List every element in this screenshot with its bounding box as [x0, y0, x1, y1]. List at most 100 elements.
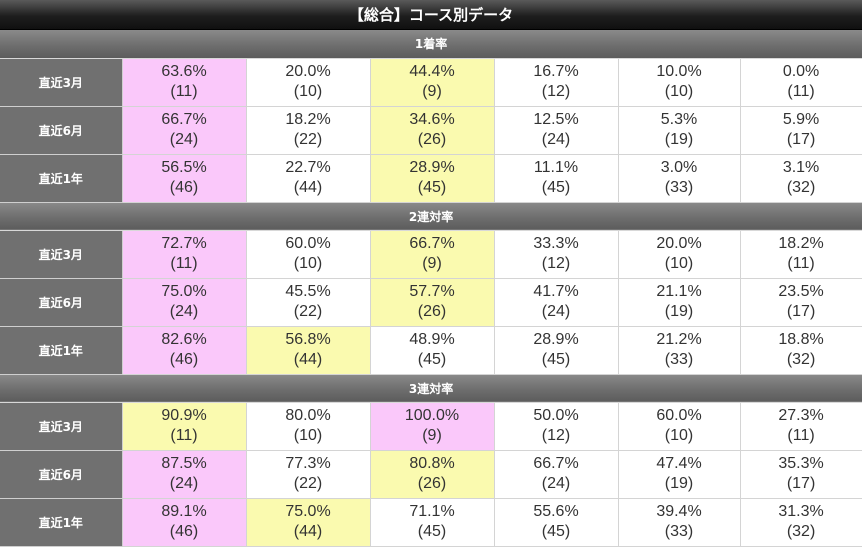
race-count: (26) [417, 303, 447, 320]
rate-value: 63.6% [161, 63, 207, 80]
course-2-cell: 22.7% (44) [246, 154, 371, 203]
rate-value: 75.0% [285, 503, 331, 520]
rate-value: 47.4% [656, 455, 702, 472]
course-6-cell: 0.0% (11) [740, 58, 862, 107]
course-1-cell: 89.1% (46) [122, 498, 247, 547]
rate-value: 3.0% [660, 159, 698, 176]
section-header: 3連対率 [0, 374, 862, 403]
rate-value: 28.9% [409, 159, 455, 176]
course-4-cell: 16.7% (12) [494, 58, 619, 107]
rate-value: 80.0% [285, 407, 331, 424]
section-header-row: 3連対率 [0, 374, 862, 403]
race-count: (17) [786, 131, 816, 148]
race-count: (10) [293, 83, 323, 100]
rate-value: 48.9% [409, 331, 455, 348]
race-count: (11) [787, 255, 815, 272]
course-1-cell: 56.5% (46) [122, 154, 247, 203]
table-row: 直近1年 56.5% (46) 22.7% (44) 28.9% (45) 11.1% (45)… [0, 154, 862, 203]
race-count: (45) [417, 523, 447, 540]
rate-value: 16.7% [533, 63, 579, 80]
table-row: 直近1年 82.6% (46) 56.8% (44) 48.9% (45) 28.9% (45)… [0, 326, 862, 375]
section-header: 2連対率 [0, 202, 862, 231]
race-count: (22) [293, 303, 323, 320]
course-4-cell: 28.9% (45) [494, 326, 619, 375]
race-count: (46) [169, 179, 199, 196]
race-count: (9) [422, 83, 442, 100]
race-count: (32) [786, 523, 816, 540]
rate-value: 20.0% [656, 235, 702, 252]
course-5-cell: 39.4% (33) [618, 498, 741, 547]
period-label: 直近1年 [0, 326, 123, 375]
race-count: (33) [664, 179, 694, 196]
rate-value: 50.0% [533, 407, 579, 424]
period-label: 直近6月 [0, 106, 123, 155]
race-count: (44) [293, 523, 323, 540]
course-2-cell: 18.2% (22) [246, 106, 371, 155]
rate-value: 5.9% [782, 111, 820, 128]
course-3-cell: 57.7% (26) [370, 278, 495, 327]
rate-value: 90.9% [161, 407, 207, 424]
rate-value: 0.0% [782, 63, 820, 80]
period-label: 直近1年 [0, 154, 123, 203]
rate-value: 27.3% [778, 407, 824, 424]
race-count: (45) [541, 523, 571, 540]
race-count: (24) [169, 303, 199, 320]
race-count: (22) [293, 131, 323, 148]
course-6-cell: 5.9% (17) [740, 106, 862, 155]
course-2-cell: 60.0% (10) [246, 230, 371, 279]
course-2-cell: 20.0% (10) [246, 58, 371, 107]
race-count: (11) [787, 83, 815, 100]
course-3-cell: 80.8% (26) [370, 450, 495, 499]
period-label: 直近6月 [0, 450, 123, 499]
rate-value: 28.9% [533, 331, 579, 348]
course-4-cell: 12.5% (24) [494, 106, 619, 155]
rate-value: 66.7% [533, 455, 579, 472]
period-label: 直近3月 [0, 402, 123, 451]
rate-value: 66.7% [161, 111, 207, 128]
race-count: (19) [664, 475, 694, 492]
table-row: 直近3月 63.6% (11) 20.0% (10) 44.4% (9) 16.7% (12) 1… [0, 58, 862, 107]
course-3-cell: 100.0% (9) [370, 402, 495, 451]
rate-value: 39.4% [656, 503, 702, 520]
rate-value: 87.5% [161, 455, 207, 472]
race-count: (24) [541, 475, 571, 492]
course-3-cell: 28.9% (45) [370, 154, 495, 203]
rate-value: 41.7% [533, 283, 579, 300]
race-count: (45) [541, 351, 571, 368]
rate-value: 56.8% [285, 331, 331, 348]
race-count: (26) [417, 131, 447, 148]
race-count: (10) [664, 427, 694, 444]
rate-value: 75.0% [161, 283, 207, 300]
race-count: (10) [664, 255, 694, 272]
rate-value: 80.8% [409, 455, 455, 472]
race-count: (45) [541, 179, 571, 196]
course-3-cell: 44.4% (9) [370, 58, 495, 107]
course-4-cell: 66.7% (24) [494, 450, 619, 499]
course-2-cell: 75.0% (44) [246, 498, 371, 547]
race-count: (17) [786, 303, 816, 320]
rate-value: 18.8% [778, 331, 824, 348]
course-5-cell: 5.3% (19) [618, 106, 741, 155]
rate-value: 3.1% [782, 159, 820, 176]
race-count: (9) [422, 255, 442, 272]
race-count: (44) [293, 179, 323, 196]
race-count: (12) [541, 427, 571, 444]
course-2-cell: 80.0% (10) [246, 402, 371, 451]
race-count: (44) [293, 351, 323, 368]
rate-value: 11.1% [533, 159, 579, 176]
race-count: (19) [664, 303, 694, 320]
period-label: 直近3月 [0, 230, 123, 279]
rate-value: 23.5% [778, 283, 824, 300]
race-count: (24) [169, 475, 199, 492]
rate-value: 44.4% [409, 63, 455, 80]
period-label: 直近1年 [0, 498, 123, 547]
race-count: (10) [293, 427, 323, 444]
race-count: (24) [541, 131, 571, 148]
course-1-cell: 90.9% (11) [122, 402, 247, 451]
race-count: (11) [170, 427, 198, 444]
rate-value: 21.2% [656, 331, 702, 348]
race-count: (17) [786, 475, 816, 492]
course-6-cell: 18.8% (32) [740, 326, 862, 375]
race-count: (22) [293, 475, 323, 492]
